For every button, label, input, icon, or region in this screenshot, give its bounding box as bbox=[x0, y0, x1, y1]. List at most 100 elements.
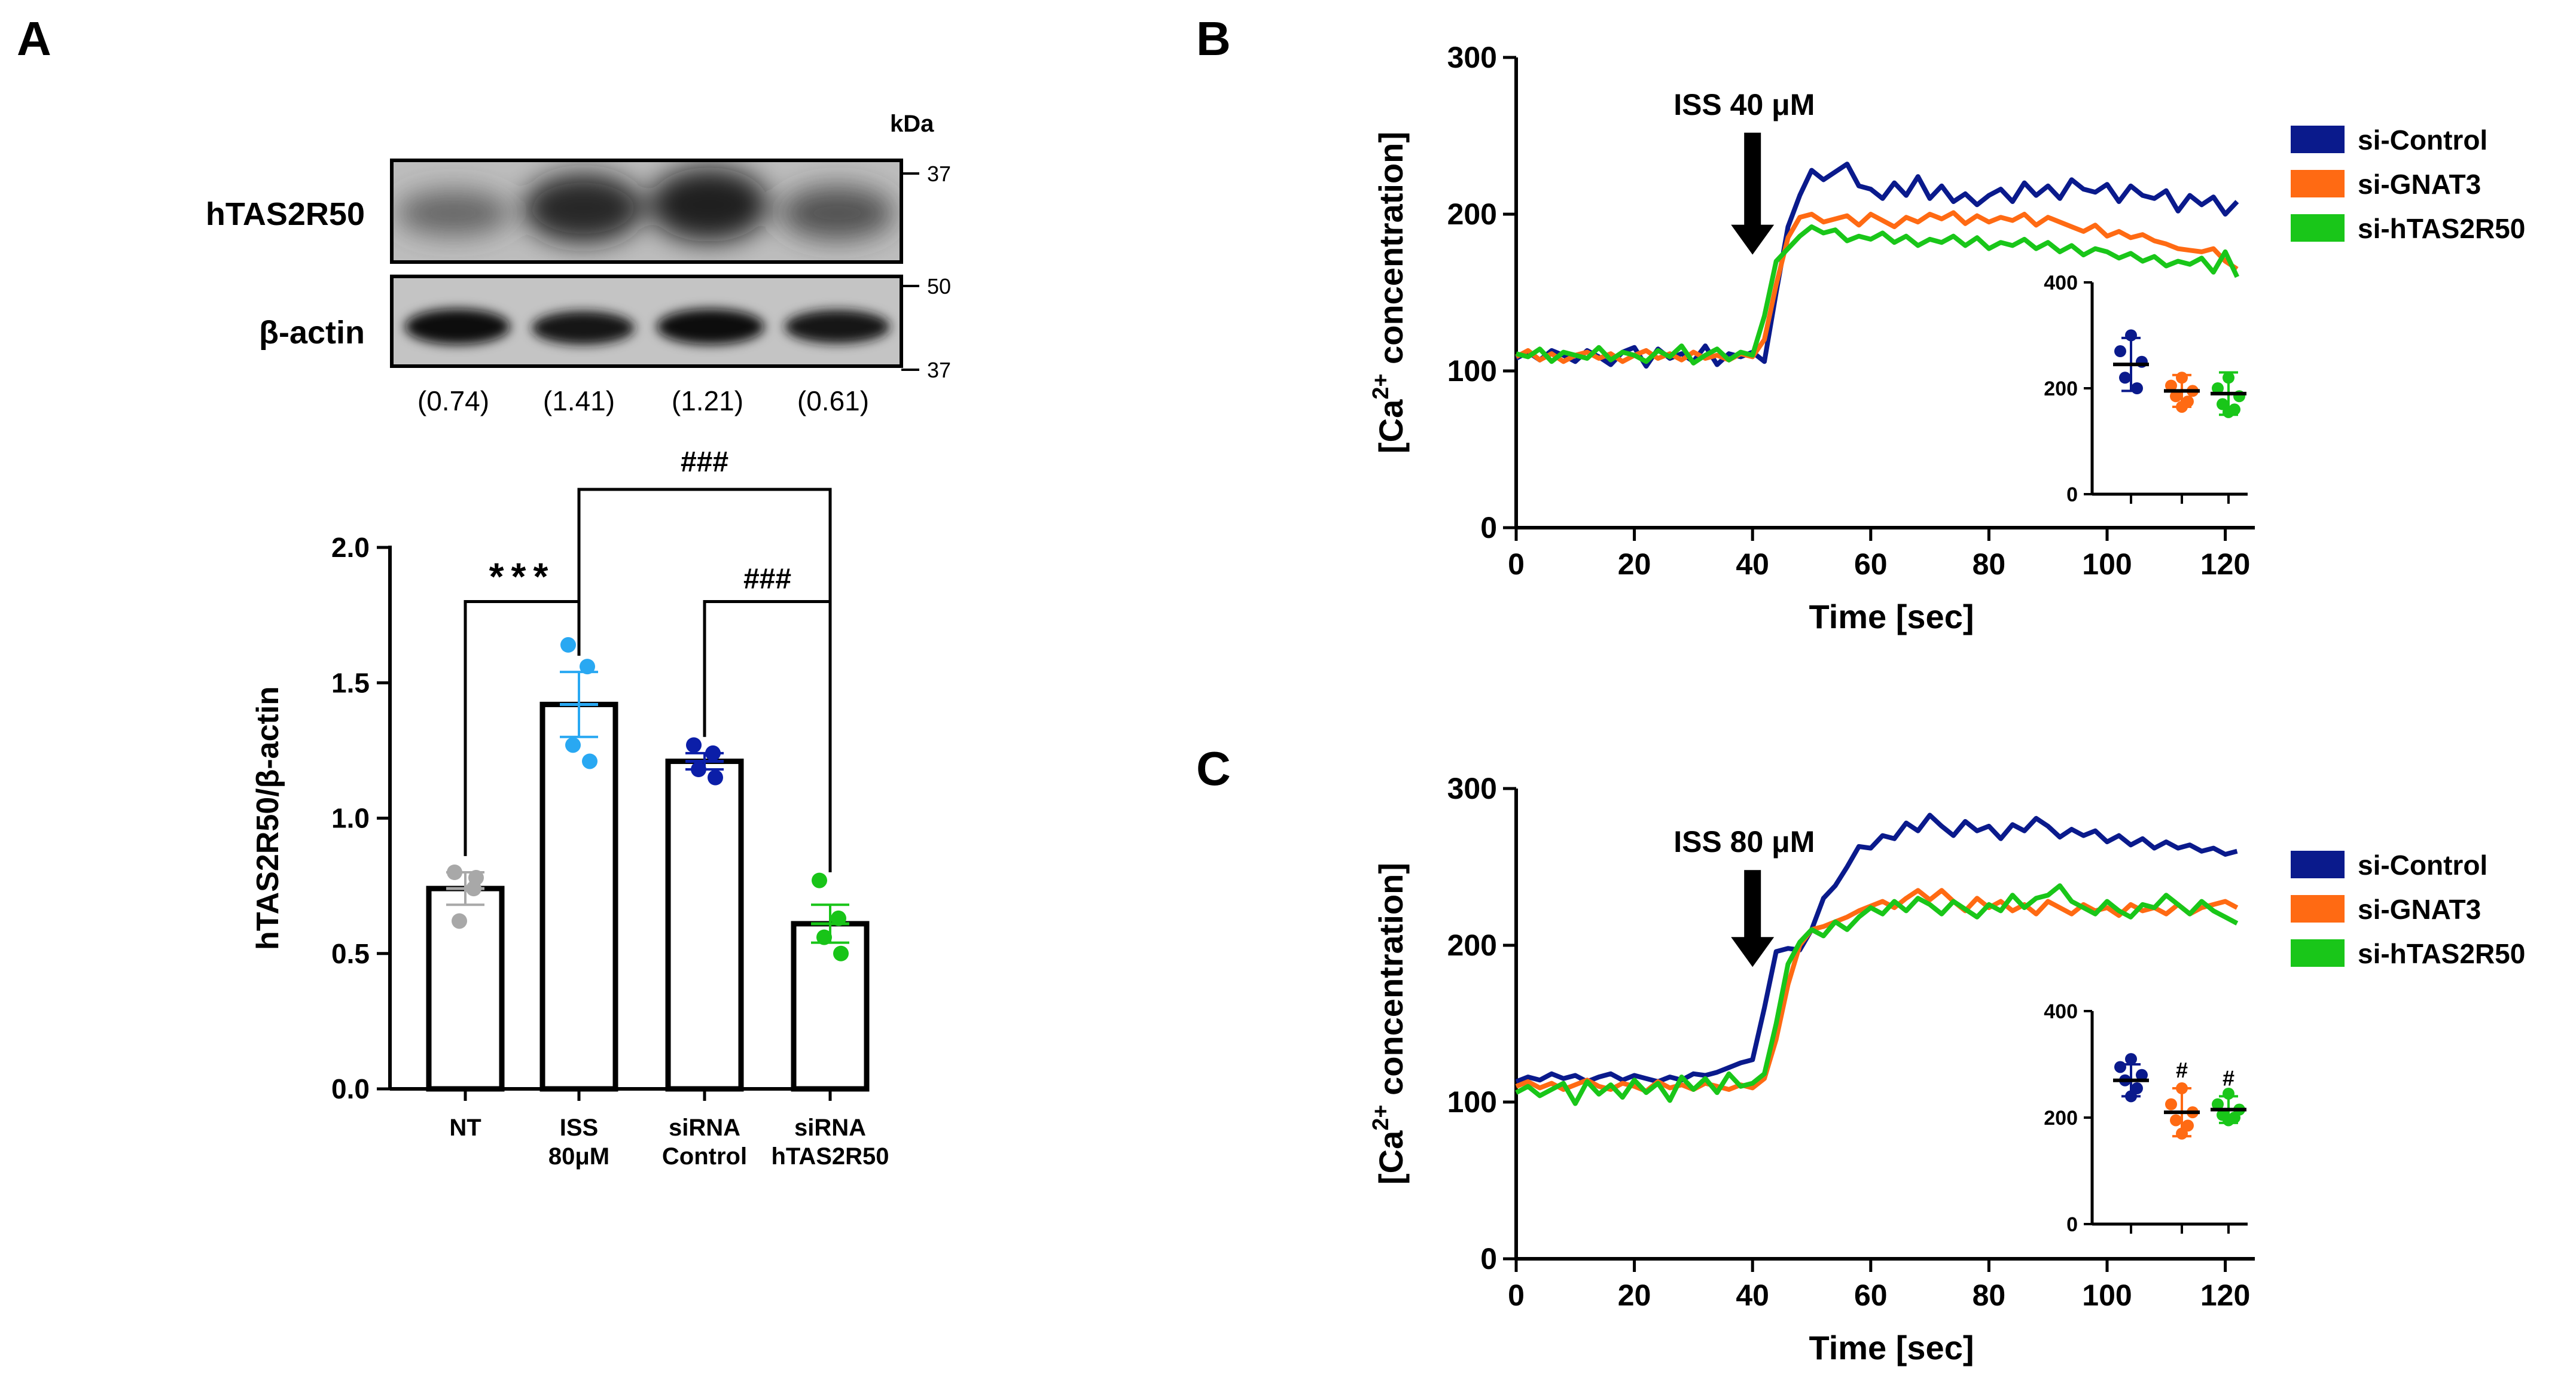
x-tick-label: 120 bbox=[2200, 547, 2250, 581]
x-axis-label: Time [sec] bbox=[1809, 1329, 1974, 1366]
significance-bracket-2 bbox=[703, 600, 832, 872]
legend-label-1: si-GNAT3 bbox=[2358, 169, 2481, 200]
y-tick-label: 0 bbox=[1480, 1242, 1497, 1276]
significance-bracket-3 bbox=[577, 488, 832, 669]
inset-point-2-1 bbox=[2212, 1098, 2224, 1110]
inset-y-tick-label: 400 bbox=[2044, 272, 2078, 294]
stimulus-arrow-shaft bbox=[1744, 870, 1761, 941]
x-tick-label-a: hTAS2R50 bbox=[771, 1143, 889, 1170]
data-point-3-1 bbox=[831, 910, 846, 926]
x-tick-label: 60 bbox=[1854, 547, 1888, 581]
data-point-3-3 bbox=[833, 945, 849, 961]
inset-point-0-2 bbox=[2136, 1069, 2148, 1081]
band-bottom-2 bbox=[532, 311, 635, 345]
x-tick-label-a: 80μM bbox=[548, 1143, 609, 1170]
legend-label-0: si-Control bbox=[2358, 850, 2487, 881]
data-point-0-2 bbox=[452, 913, 467, 929]
legend-swatch-0 bbox=[2291, 851, 2345, 878]
line-chart-c: 0 100 200 300 0 20 40 60 80 100 120 Time [sec] [Ca2+… bbox=[1368, 772, 2525, 1366]
y-tick-label-a: 1.0 bbox=[331, 803, 370, 834]
x-tick-label: 20 bbox=[1618, 1279, 1651, 1312]
x-tick-label: 0 bbox=[1508, 1279, 1525, 1312]
inset-significance-1: # bbox=[2176, 1058, 2188, 1082]
legend-swatch-2 bbox=[2291, 214, 2345, 242]
bar-2 bbox=[665, 758, 744, 1092]
data-point-2-0 bbox=[686, 737, 702, 753]
data-point-2-1 bbox=[705, 745, 721, 761]
blot-ratio-4: (0.61) bbox=[797, 385, 869, 416]
series-line-0 bbox=[1515, 162, 2239, 369]
x-tick-label: 20 bbox=[1618, 547, 1651, 581]
data-point-2-3 bbox=[708, 769, 723, 786]
legend-swatch-1 bbox=[2291, 170, 2345, 197]
legend-swatch-2 bbox=[2291, 939, 2345, 967]
series-line-0 bbox=[1515, 812, 2238, 1084]
y-axis-label-a: hTAS2R50/β-actin bbox=[251, 686, 285, 950]
blot-marker-37-bottom: 37 bbox=[927, 358, 951, 382]
data-point-1-1 bbox=[580, 659, 595, 675]
panel-label-a: A bbox=[17, 12, 51, 65]
y-tick-label: 300 bbox=[1447, 41, 1497, 74]
x-tick-label-a: siRNA bbox=[794, 1115, 866, 1141]
blot-ratio-1: (0.74) bbox=[417, 385, 489, 416]
data-point-1-3 bbox=[582, 753, 597, 769]
bar-1 bbox=[539, 701, 618, 1092]
band-bottom-4 bbox=[785, 310, 890, 343]
bar-chart-a: 0.0 0.5 1.0 1.5 2.0 hTAS2R50/β-actin NT ISS80μM… bbox=[251, 446, 889, 1170]
x-tick-label: 80 bbox=[1973, 1279, 2006, 1312]
band-top-2 bbox=[523, 174, 643, 243]
inset-point-1-1 bbox=[2165, 1098, 2177, 1110]
significance-annotation-2: ### bbox=[743, 564, 791, 595]
y-tick-label: 200 bbox=[1447, 197, 1497, 231]
band-top-4 bbox=[781, 186, 894, 240]
series-line-2 bbox=[1515, 224, 2240, 366]
x-tick-label: 60 bbox=[1854, 1279, 1888, 1312]
x-tick-label-a: siRNA bbox=[669, 1115, 740, 1141]
y-tick-label-a: 1.5 bbox=[331, 667, 370, 698]
y-axis-label: [Ca2+ concentration] bbox=[1368, 863, 1410, 1185]
blot-ratio-3: (1.21) bbox=[672, 385, 743, 416]
data-point-3-0 bbox=[812, 872, 827, 888]
significance-annotation-3: ### bbox=[681, 446, 728, 478]
x-axis-label: Time [sec] bbox=[1809, 598, 1974, 635]
band-top-1 bbox=[397, 190, 510, 236]
blot-bottom-label: β-actin bbox=[259, 315, 365, 351]
bar-3 bbox=[791, 921, 870, 1092]
inset-point-1-3 bbox=[2170, 390, 2182, 403]
y-tick-label: 100 bbox=[1447, 354, 1497, 388]
y-axis-label-part: [Ca bbox=[1372, 399, 1410, 453]
inset-y-tick-label: 0 bbox=[2066, 483, 2078, 506]
legend-label-2: si-hTAS2R50 bbox=[2358, 213, 2525, 244]
x-tick-label: 40 bbox=[1736, 1279, 1769, 1312]
stimulus-annotation: ISS 80 μM bbox=[1673, 825, 1815, 859]
inset-y-tick-label: 400 bbox=[2044, 1000, 2078, 1023]
y-tick-label-a: 0.0 bbox=[331, 1073, 370, 1104]
stimulus-arrow-head bbox=[1731, 937, 1775, 967]
x-tick-label: 40 bbox=[1736, 547, 1769, 581]
y-axis-label-part: [Ca bbox=[1372, 1130, 1410, 1185]
inset-point-0-1 bbox=[2114, 1061, 2126, 1073]
x-tick-label: 100 bbox=[2082, 1279, 2132, 1312]
data-point-0-3 bbox=[468, 870, 484, 886]
inset-point-2-1 bbox=[2212, 382, 2224, 394]
band-bottom-3 bbox=[657, 309, 764, 345]
y-tick-label: 0 bbox=[1480, 511, 1497, 544]
y-tick-label: 200 bbox=[1447, 929, 1497, 962]
band-bottom-1 bbox=[405, 309, 510, 345]
stimulus-arrow-shaft bbox=[1744, 132, 1761, 229]
blot-marker-37-top: 37 bbox=[927, 162, 951, 186]
significance-annotation-1: *** bbox=[489, 555, 556, 598]
inset-point-0-0 bbox=[2125, 1053, 2137, 1066]
inset-y-tick-label: 0 bbox=[2066, 1213, 2078, 1236]
y-tick-label: 300 bbox=[1447, 772, 1497, 805]
series-line-1 bbox=[1515, 888, 2239, 1094]
data-point-1-2 bbox=[565, 737, 581, 753]
x-tick-label-a: ISS bbox=[560, 1115, 598, 1141]
legend-label-0: si-Control bbox=[2358, 124, 2487, 156]
inset-significance-2: # bbox=[2223, 1066, 2234, 1090]
blot-marker-50: 50 bbox=[927, 274, 951, 299]
blot-ratio-2: (1.41) bbox=[543, 385, 615, 416]
y-axis-label: [Ca2+ concentration] bbox=[1368, 132, 1410, 453]
panel-label-c: C bbox=[1196, 742, 1231, 795]
